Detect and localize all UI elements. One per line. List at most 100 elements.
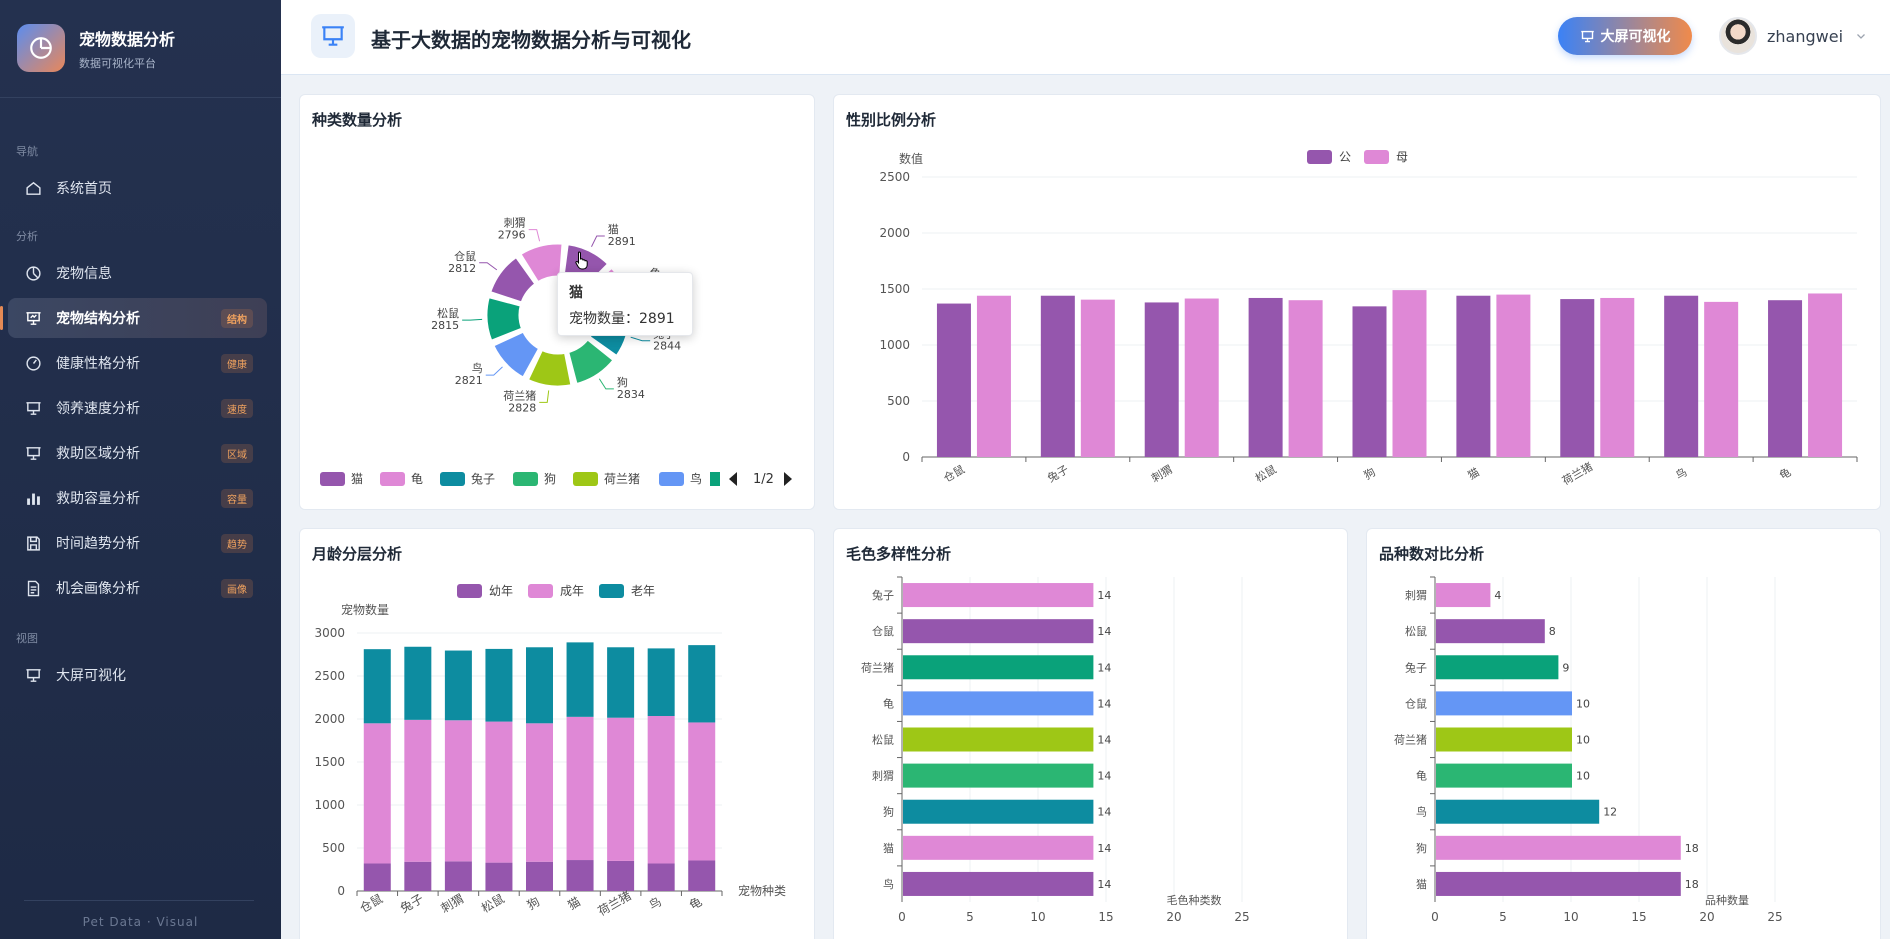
sidebar-item-capacity[interactable]: 救助容量分析 容量 bbox=[8, 478, 267, 518]
x-tick-label: 兔子 bbox=[397, 891, 425, 916]
sidebar-item-health[interactable]: 健康性格分析 健康 bbox=[8, 343, 267, 383]
donut-value-label: 2796 bbox=[498, 229, 526, 242]
x-tick-label: 0 bbox=[898, 910, 906, 924]
sidebar-item-adoption[interactable]: 领养速度分析 速度 bbox=[8, 388, 267, 428]
sidebar-item-label: 领养速度分析 bbox=[56, 401, 140, 417]
age-bar-segment bbox=[688, 722, 716, 861]
hbar bbox=[903, 619, 1094, 644]
brand-logo-icon bbox=[17, 24, 65, 72]
pie-icon bbox=[23, 263, 43, 283]
donut-slice bbox=[525, 347, 574, 389]
y-tick-label: 兔子 bbox=[872, 588, 894, 602]
big-screen-button[interactable]: 大屏可视化 bbox=[1558, 17, 1692, 55]
hbar-value-label: 14 bbox=[1097, 589, 1111, 602]
x-tick-label: 兔子 bbox=[1045, 462, 1071, 485]
gender-bar bbox=[936, 303, 971, 457]
legend-swatch bbox=[513, 472, 538, 486]
x-tick-label: 5 bbox=[966, 910, 974, 924]
sidebar-divider bbox=[0, 97, 281, 98]
y-tick-label: 1500 bbox=[314, 755, 345, 769]
y-tick-label: 龟 bbox=[883, 697, 894, 710]
sidebar-item-label: 大屏可视化 bbox=[56, 668, 126, 684]
donut-label-line bbox=[528, 229, 541, 242]
sidebar-item-label: 宠物信息 bbox=[56, 266, 112, 282]
hbar bbox=[903, 799, 1094, 824]
y-tick-label: 刺猬 bbox=[1405, 589, 1427, 602]
hbar-value-label: 10 bbox=[1576, 734, 1590, 747]
home-icon bbox=[23, 178, 43, 198]
sidebar-item-tag: 结构 bbox=[221, 308, 253, 328]
y-tick-label: 荷兰猪 bbox=[861, 661, 894, 674]
y-tick-label: 0 bbox=[902, 450, 910, 464]
sidebar-item-label: 健康性格分析 bbox=[56, 356, 140, 372]
x-tick-label: 松鼠 bbox=[1253, 462, 1279, 485]
legend-label: 狗 bbox=[544, 472, 556, 486]
y-tick-label: 刺猬 bbox=[872, 770, 894, 783]
sidebar-item-big-screen[interactable]: 大屏可视化 bbox=[8, 655, 267, 695]
gender-bar bbox=[1040, 295, 1075, 457]
age-bar-segment bbox=[485, 721, 513, 863]
gender-bar bbox=[1392, 290, 1427, 457]
donut-category-label: 仓鼠 bbox=[454, 249, 476, 263]
y-tick-label: 兔子 bbox=[1405, 660, 1427, 674]
sidebar-item-tag: 区域 bbox=[221, 443, 253, 463]
donut-value-label: 2834 bbox=[617, 388, 645, 401]
gender-bar bbox=[1352, 306, 1387, 457]
presentation-icon bbox=[311, 14, 355, 58]
y-tick-label: 2500 bbox=[314, 669, 345, 683]
y-tick-label: 1500 bbox=[879, 282, 910, 296]
sidebar-item-trend[interactable]: 时间趋势分析 趋势 bbox=[8, 523, 267, 563]
x-tick-label: 鸟 bbox=[646, 894, 664, 913]
hbar-value-label: 14 bbox=[1097, 878, 1111, 891]
age-bar-segment bbox=[526, 723, 553, 862]
gender-bar bbox=[1600, 297, 1635, 457]
hbar-value-label: 10 bbox=[1576, 697, 1590, 710]
bar-chart-icon bbox=[23, 488, 43, 508]
y-tick-label: 1000 bbox=[314, 798, 345, 812]
hbar-value-label: 8 bbox=[1549, 625, 1556, 638]
y-tick-label: 松鼠 bbox=[872, 733, 894, 747]
sidebar-item-structure[interactable]: 宠物结构分析 结构 bbox=[0, 298, 267, 338]
age-bar-segment bbox=[647, 715, 675, 864]
age-card: 月龄分层分析 0 500 1000 1500 2000 2500 3000 宠物数量 宠物种类仓… bbox=[299, 528, 815, 939]
hbar-value-label: 14 bbox=[1097, 806, 1111, 819]
y-tick-label: 松鼠 bbox=[1405, 624, 1427, 638]
hbar bbox=[1436, 835, 1681, 860]
legend-label: 幼年 bbox=[489, 584, 513, 598]
gender-bar bbox=[1184, 298, 1219, 457]
y-tick-label: 仓鼠 bbox=[872, 624, 894, 638]
tooltip-title: 猫 bbox=[569, 285, 583, 301]
hbar-value-label: 12 bbox=[1603, 806, 1617, 819]
legend-page-indicator: 1/2 bbox=[753, 472, 774, 487]
donut-label-line bbox=[630, 336, 651, 342]
sidebar-item-profile[interactable]: 机会画像分析 画像 bbox=[8, 568, 267, 608]
gender-bar bbox=[1144, 302, 1179, 457]
donut-slice bbox=[491, 329, 542, 380]
x-tick-label: 鸟 bbox=[1673, 465, 1690, 483]
sidebar-item-pet-info[interactable]: 宠物信息 bbox=[8, 253, 267, 293]
gauge-icon bbox=[23, 353, 43, 373]
x-tick-label: 0 bbox=[1431, 910, 1439, 924]
hbar bbox=[903, 871, 1094, 896]
user-menu[interactable]: zhangwei bbox=[1719, 16, 1867, 56]
y-tick-label: 龟 bbox=[1416, 770, 1427, 783]
y-tick-label: 2000 bbox=[314, 712, 345, 726]
document-icon bbox=[23, 578, 43, 598]
sidebar-item-label: 救助区域分析 bbox=[56, 446, 140, 462]
hbar-value-label: 14 bbox=[1097, 625, 1111, 638]
sidebar-item-region[interactable]: 救助区域分析 区域 bbox=[8, 433, 267, 473]
donut-category-label: 刺猬 bbox=[504, 217, 526, 230]
brand[interactable]: 宠物数据分析 数据可视化平台 bbox=[17, 22, 267, 74]
y-axis-label: 数值 bbox=[899, 151, 923, 166]
y-tick-label: 荷兰猪 bbox=[1394, 734, 1427, 747]
legend-swatch bbox=[380, 472, 405, 486]
species-card-title: 种类数量分析 bbox=[312, 111, 403, 129]
sidebar-item-home[interactable]: 系统首页 bbox=[8, 168, 267, 208]
age-bar-segment bbox=[485, 862, 513, 891]
age-bar-segment bbox=[526, 647, 553, 724]
legend-swatch bbox=[1364, 150, 1389, 164]
hbar bbox=[903, 835, 1094, 860]
x-tick-label: 松鼠 bbox=[479, 891, 507, 915]
